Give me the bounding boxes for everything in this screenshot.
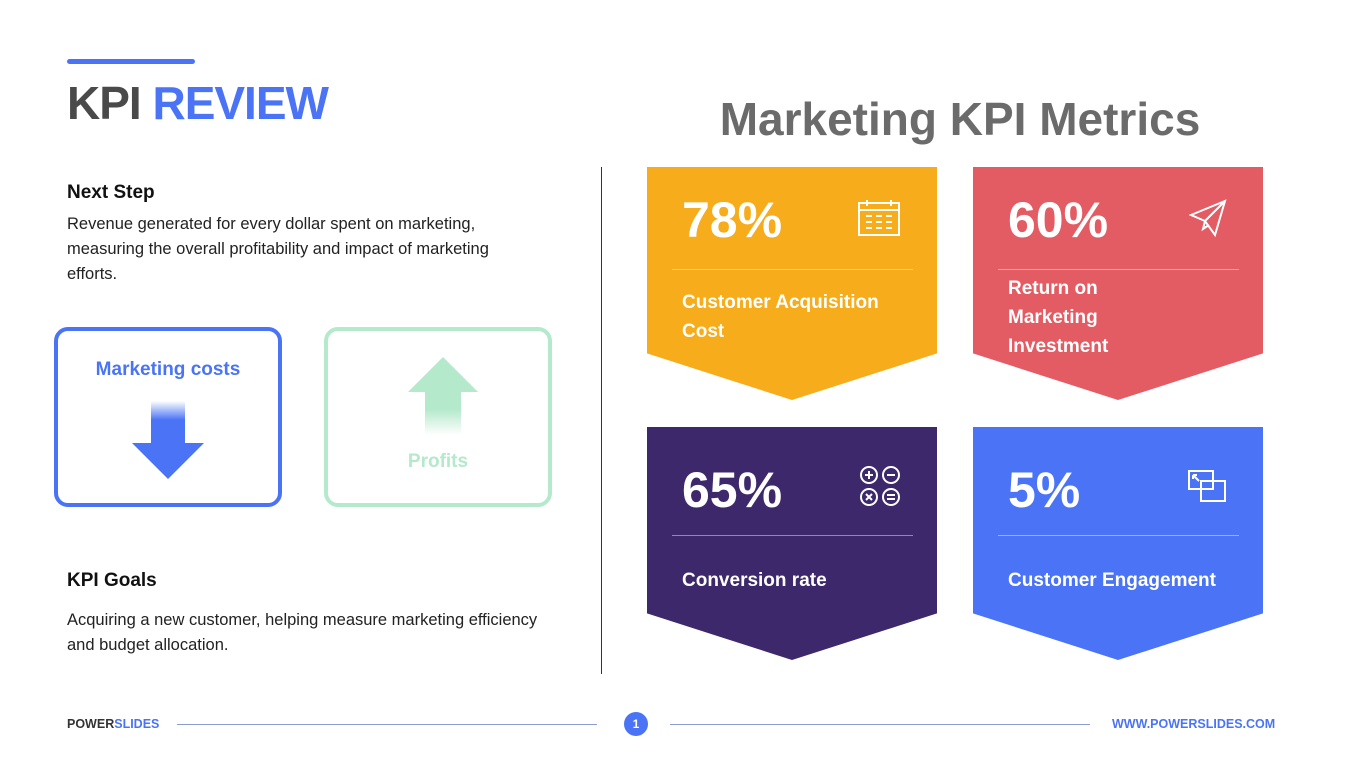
calendar-icon	[858, 200, 900, 236]
footer-brand: POWERSLIDES	[67, 717, 159, 731]
kpi-card-acquisition-cost: 78% Customer Acquisition Cost	[647, 167, 937, 400]
vertical-divider	[601, 167, 602, 674]
title-accent-bar	[67, 59, 195, 64]
brand-part1: POWER	[67, 717, 115, 731]
kpi-label: Conversion rate	[682, 570, 827, 591]
arrow-down-icon	[132, 401, 204, 479]
title-part1: KPI	[67, 77, 142, 129]
kpi-card-conversion-rate: 65% Conversion rate	[647, 427, 937, 660]
next-step-text: Revenue generated for every dollar spent…	[67, 215, 489, 283]
kpi-goals-text: Acquiring a new customer, helping measur…	[67, 611, 538, 654]
footer-line-left	[177, 724, 597, 725]
kpi-value: 5%	[1008, 462, 1081, 518]
kpi-value: 60%	[1008, 192, 1109, 248]
kpi-card-engagement: 5% Customer Engagement	[973, 427, 1263, 660]
brand-part2: SLIDES	[114, 717, 160, 731]
paper-plane-icon	[1189, 199, 1227, 237]
arrow-up-icon	[408, 357, 478, 435]
page-title: KPI REVIEW	[67, 76, 329, 130]
section-title: Marketing KPI Metrics	[719, 93, 1201, 145]
next-step-heading: Next Step	[67, 182, 155, 203]
profits-box: Profits	[324, 327, 552, 507]
card-divider	[672, 535, 913, 536]
page-number: 1	[624, 712, 648, 736]
kpi-card-romi: 60% Return on Marketing Investment	[973, 167, 1263, 400]
title-part2: REVIEW	[152, 77, 328, 129]
card-divider	[998, 535, 1239, 536]
kpi-goals-heading: KPI Goals	[67, 570, 157, 591]
marketing-costs-box: Marketing costs	[54, 327, 282, 507]
kpi-label: Return on Marketing Investment	[1008, 278, 1109, 357]
resize-windows-icon	[1188, 470, 1226, 502]
marketing-costs-label: Marketing costs	[95, 359, 241, 380]
calculator-operations-icon	[860, 466, 900, 506]
footer-line-right	[670, 724, 1090, 725]
footer-url[interactable]: WWW.POWERSLIDES.COM	[1112, 717, 1276, 731]
card-divider	[998, 269, 1239, 270]
kpi-value: 78%	[682, 192, 783, 248]
card-divider	[672, 269, 913, 270]
profits-label: Profits	[407, 451, 469, 472]
kpi-value: 65%	[682, 462, 783, 518]
kpi-label: Customer Acquisition Cost	[682, 292, 879, 342]
kpi-label: Customer Engagement	[1008, 570, 1216, 591]
